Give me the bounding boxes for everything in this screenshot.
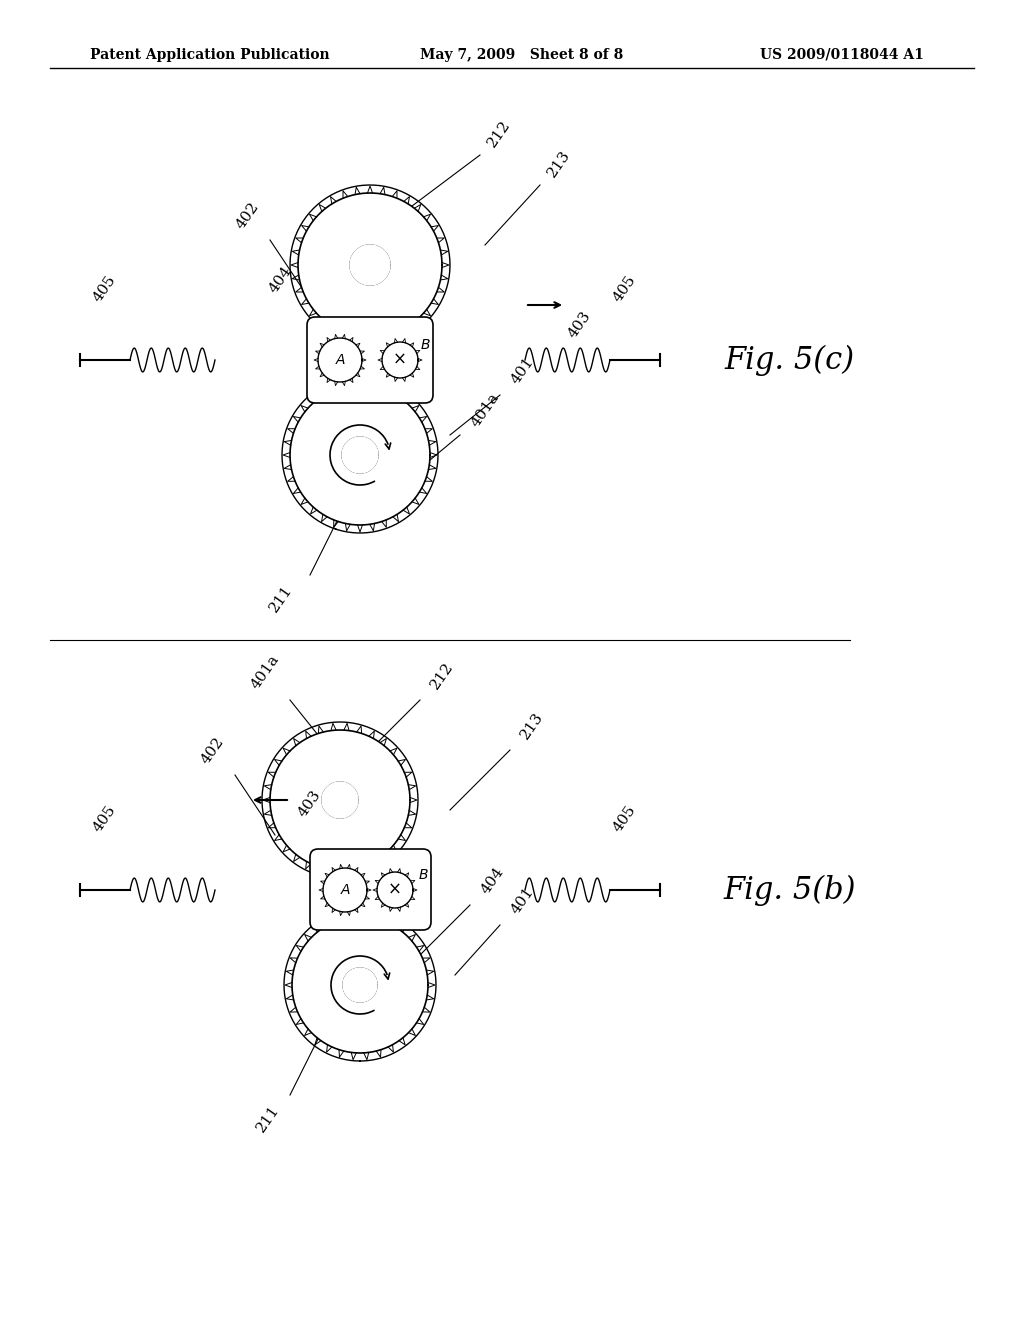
Text: May 7, 2009   Sheet 8 of 8: May 7, 2009 Sheet 8 of 8 [420,48,624,62]
Text: 405: 405 [91,273,119,305]
Text: 403: 403 [296,788,324,820]
Circle shape [383,343,417,378]
Circle shape [291,186,449,345]
Circle shape [350,246,390,285]
Text: A: A [335,352,345,367]
Text: 401a: 401a [468,391,502,430]
Text: 402: 402 [233,201,262,232]
Text: 401: 401 [508,884,537,917]
Text: 213: 213 [518,710,546,742]
Circle shape [271,731,409,869]
Text: B: B [418,869,428,882]
Text: 402: 402 [199,735,227,767]
Text: 405: 405 [611,273,639,305]
Text: A: A [340,883,350,898]
Circle shape [283,378,437,532]
Circle shape [299,194,441,337]
FancyBboxPatch shape [310,849,431,931]
Text: 401a: 401a [249,652,282,692]
Circle shape [293,917,427,1052]
Circle shape [263,723,417,876]
Circle shape [291,385,429,524]
Text: 213: 213 [545,148,573,180]
Text: Fig. 5(c): Fig. 5(c) [725,345,855,376]
Text: 211: 211 [267,583,295,615]
Text: 211: 211 [254,1104,282,1135]
Text: 404: 404 [478,865,506,898]
Text: ×: × [393,351,407,370]
Circle shape [343,968,377,1002]
Text: 404: 404 [267,264,295,296]
Text: Patent Application Publication: Patent Application Publication [90,48,330,62]
Text: 405: 405 [91,803,119,836]
Circle shape [322,781,358,818]
Text: B: B [420,338,430,352]
Text: 212: 212 [485,117,513,150]
Text: 405: 405 [611,803,639,836]
Text: 403: 403 [565,309,593,341]
Text: ×: × [388,880,402,899]
Text: 401: 401 [508,355,537,387]
Text: US 2009/0118044 A1: US 2009/0118044 A1 [760,48,924,62]
Circle shape [285,909,435,1060]
Circle shape [324,869,366,911]
Text: 212: 212 [428,660,457,692]
Text: Fig. 5(b): Fig. 5(b) [724,874,856,906]
Circle shape [342,437,378,473]
Circle shape [319,339,361,381]
FancyBboxPatch shape [307,317,433,403]
Circle shape [378,873,412,907]
